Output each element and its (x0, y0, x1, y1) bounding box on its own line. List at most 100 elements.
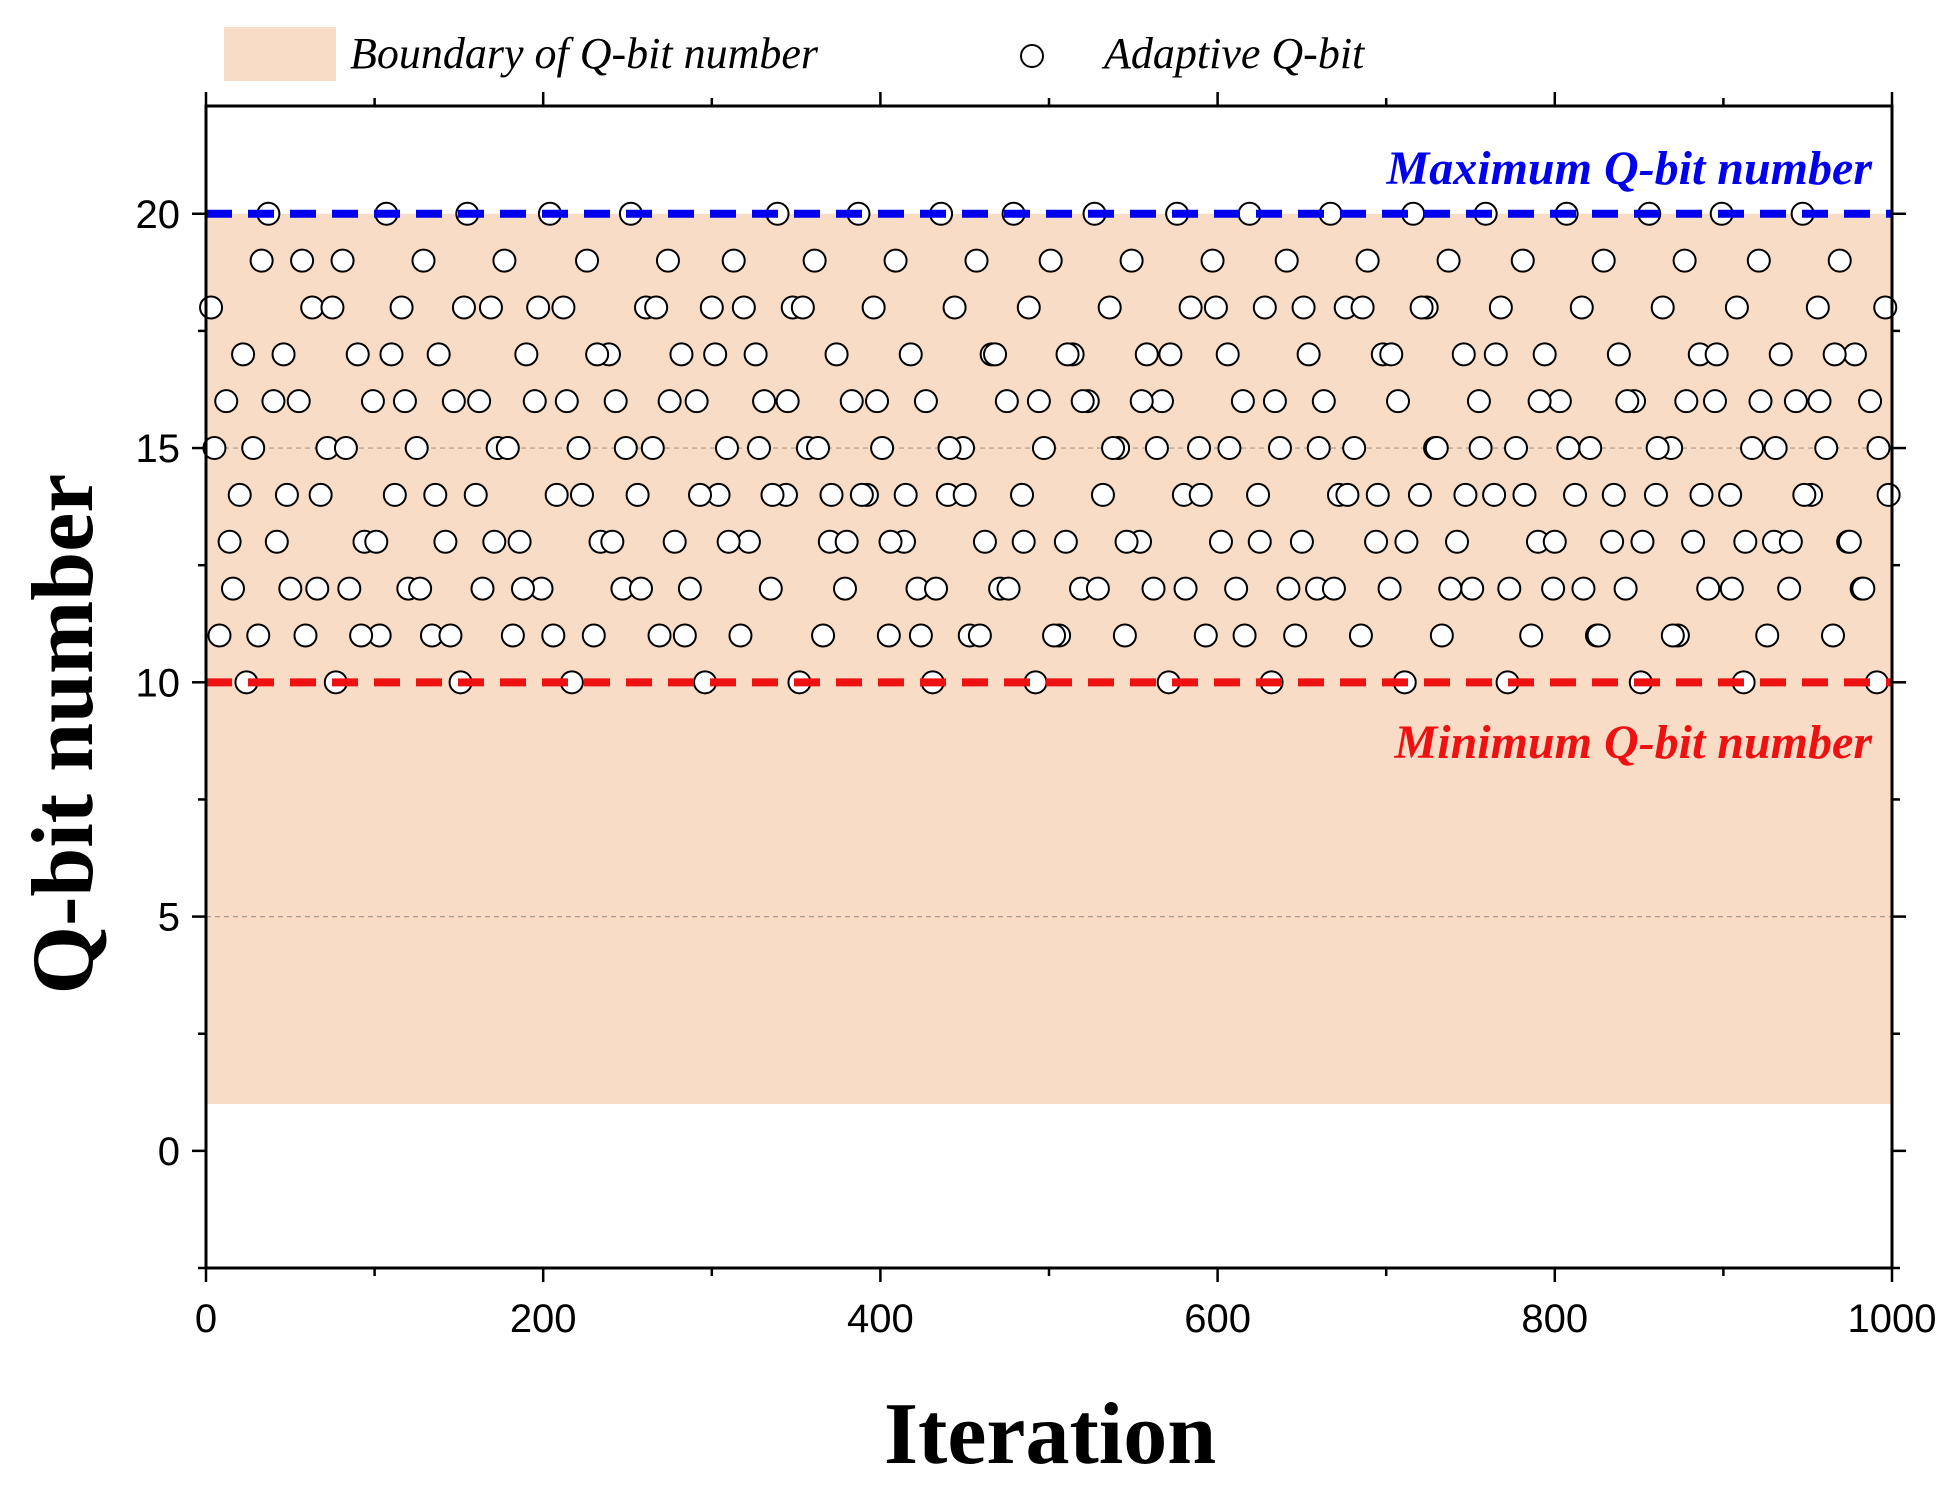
data-point (1342, 436, 1367, 461)
data-point (467, 389, 492, 414)
data-point (672, 623, 697, 648)
data-point (1134, 342, 1159, 367)
data-point (834, 529, 859, 554)
data-point (382, 482, 407, 507)
data-point (261, 389, 286, 414)
data-point (1246, 482, 1271, 507)
data-point (1827, 248, 1852, 273)
data-point (389, 295, 414, 320)
data-point (1200, 248, 1225, 273)
data-point (581, 623, 606, 648)
data-point (305, 576, 330, 601)
data-point (1348, 623, 1373, 648)
data-point (898, 342, 923, 367)
data-point (541, 623, 566, 648)
data-point (736, 529, 761, 554)
data-point (1070, 389, 1095, 414)
x-axis-title: Iteration (884, 1386, 1216, 1483)
data-point (1866, 436, 1891, 461)
data-point (1011, 529, 1036, 554)
data-point (703, 342, 728, 367)
data-point (1274, 248, 1299, 273)
data-point (1650, 295, 1675, 320)
data-point (662, 529, 687, 554)
data-point (1424, 436, 1449, 461)
data-point (300, 295, 325, 320)
legend-boundary-swatch (224, 27, 336, 81)
data-point (1053, 529, 1078, 554)
data-point (470, 576, 495, 601)
data-point (1010, 482, 1035, 507)
data-point (1556, 436, 1581, 461)
data-point (1016, 295, 1041, 320)
data-point (1512, 482, 1537, 507)
data-point (1289, 529, 1314, 554)
data-point (1748, 389, 1773, 414)
data-point (426, 342, 451, 367)
data-point (1719, 576, 1744, 601)
data-point (286, 389, 311, 414)
data-point (1114, 529, 1139, 554)
data-point (1613, 576, 1638, 601)
data-point (952, 482, 977, 507)
data-point (699, 295, 724, 320)
data-point (227, 482, 252, 507)
data-point (677, 576, 702, 601)
data-point (1296, 342, 1321, 367)
boundary-band (206, 213, 1892, 1105)
data-point (1876, 482, 1901, 507)
data-point (1436, 248, 1461, 273)
data-point (293, 623, 318, 648)
data-point (1149, 389, 1174, 414)
data-point (1141, 576, 1166, 601)
data-point (1026, 389, 1051, 414)
data-point (463, 482, 488, 507)
data-point (1563, 482, 1588, 507)
data-point (758, 576, 783, 601)
data-point (1601, 482, 1626, 507)
data-point (1101, 436, 1126, 461)
data-point (1193, 623, 1218, 648)
data-point (806, 436, 831, 461)
y-tick-label: 20 (136, 193, 181, 237)
data-point (1768, 342, 1793, 367)
data-point (1232, 623, 1257, 648)
data-point (964, 248, 989, 273)
data-point (1483, 342, 1508, 367)
data-point (1858, 389, 1883, 414)
data-point (644, 295, 669, 320)
data-point (743, 342, 768, 367)
data-point (628, 576, 653, 601)
data-point (1187, 436, 1212, 461)
data-point (1215, 342, 1240, 367)
data-point (554, 389, 579, 414)
data-point (274, 482, 299, 507)
data-point (647, 623, 672, 648)
data-point (983, 342, 1008, 367)
data-point (728, 623, 753, 648)
data-point (441, 389, 466, 414)
data-point (379, 342, 404, 367)
data-point (1724, 295, 1749, 320)
data-point (482, 529, 507, 554)
data-point (937, 436, 962, 461)
data-point (1822, 342, 1847, 367)
data-point (1645, 436, 1670, 461)
data-point (207, 623, 232, 648)
data-point (1379, 342, 1404, 367)
data-point (657, 389, 682, 414)
data-point (1643, 482, 1668, 507)
data-point (278, 576, 303, 601)
data-point (1497, 576, 1522, 601)
data-point (1203, 295, 1228, 320)
data-point (1119, 248, 1144, 273)
data-point (1763, 436, 1788, 461)
data-point (1438, 576, 1463, 601)
data-point (1112, 623, 1137, 648)
x-tick-label: 800 (1521, 1297, 1588, 1341)
data-point (967, 623, 992, 648)
data-point (1097, 295, 1122, 320)
data-point (1306, 436, 1331, 461)
data-point (849, 482, 874, 507)
